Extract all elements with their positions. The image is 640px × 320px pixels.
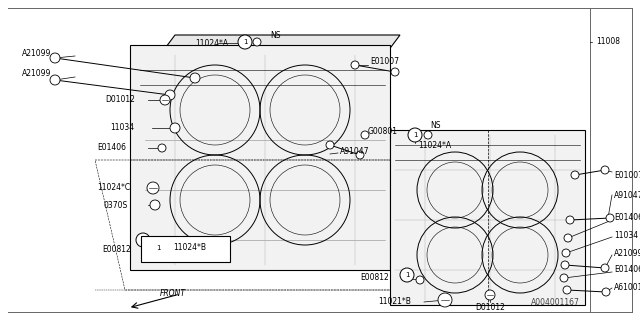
- Text: 1: 1: [243, 39, 247, 45]
- Text: 11024*A: 11024*A: [418, 140, 451, 149]
- Circle shape: [158, 144, 166, 152]
- Polygon shape: [130, 45, 390, 270]
- Circle shape: [326, 141, 334, 149]
- Text: D01012: D01012: [105, 95, 135, 105]
- Circle shape: [136, 233, 150, 247]
- Circle shape: [356, 151, 364, 159]
- Text: NS: NS: [430, 121, 440, 130]
- Circle shape: [601, 264, 609, 272]
- Polygon shape: [145, 55, 385, 260]
- Circle shape: [400, 268, 414, 282]
- Text: 11024*A: 11024*A: [195, 38, 228, 47]
- Text: 11008: 11008: [596, 37, 620, 46]
- Circle shape: [566, 216, 574, 224]
- Circle shape: [563, 286, 571, 294]
- Circle shape: [606, 214, 614, 222]
- Circle shape: [601, 166, 609, 174]
- Text: 11024*C: 11024*C: [97, 183, 130, 193]
- Text: A21099: A21099: [614, 249, 640, 258]
- Circle shape: [361, 131, 369, 139]
- FancyBboxPatch shape: [141, 236, 230, 262]
- Circle shape: [562, 249, 570, 257]
- Text: E01406: E01406: [614, 213, 640, 222]
- Text: E01406: E01406: [97, 142, 126, 151]
- Text: 11024*B: 11024*B: [173, 244, 206, 252]
- Circle shape: [153, 246, 161, 254]
- Text: D01012: D01012: [475, 302, 505, 311]
- Text: E00812: E00812: [360, 274, 388, 283]
- Polygon shape: [160, 35, 400, 55]
- Text: A91047: A91047: [340, 148, 369, 156]
- Circle shape: [416, 276, 424, 284]
- Text: A004001167: A004001167: [531, 298, 580, 307]
- Circle shape: [408, 128, 422, 142]
- Circle shape: [485, 290, 495, 300]
- Circle shape: [190, 73, 200, 83]
- Text: 11034: 11034: [614, 230, 638, 239]
- Circle shape: [50, 75, 60, 85]
- Circle shape: [391, 68, 399, 76]
- Circle shape: [564, 234, 572, 242]
- Text: 11021*B: 11021*B: [378, 298, 411, 307]
- Polygon shape: [390, 130, 585, 305]
- Circle shape: [160, 95, 170, 105]
- Circle shape: [151, 241, 165, 255]
- Text: E00812: E00812: [102, 245, 131, 254]
- Circle shape: [351, 61, 359, 69]
- Circle shape: [147, 182, 159, 194]
- Text: A21099: A21099: [22, 49, 51, 58]
- Circle shape: [571, 171, 579, 179]
- Text: 11034: 11034: [110, 123, 134, 132]
- Circle shape: [560, 274, 568, 282]
- Circle shape: [150, 200, 160, 210]
- Text: 1: 1: [141, 237, 145, 243]
- Circle shape: [253, 38, 261, 46]
- Circle shape: [561, 261, 569, 269]
- Circle shape: [238, 35, 252, 49]
- Circle shape: [50, 53, 60, 63]
- Text: 0370S: 0370S: [103, 201, 127, 210]
- Text: 1: 1: [156, 245, 160, 251]
- Text: 1: 1: [413, 132, 417, 138]
- Text: 1: 1: [404, 272, 409, 278]
- Circle shape: [602, 288, 610, 296]
- Circle shape: [438, 293, 452, 307]
- Text: E01007: E01007: [370, 58, 399, 67]
- Text: A21099: A21099: [22, 69, 51, 78]
- Text: A91047: A91047: [614, 190, 640, 199]
- Text: A61001: A61001: [614, 283, 640, 292]
- Text: G00801: G00801: [368, 127, 398, 137]
- Circle shape: [170, 123, 180, 133]
- Text: NS: NS: [270, 31, 280, 41]
- Text: FRONT: FRONT: [160, 290, 186, 299]
- Circle shape: [424, 131, 432, 139]
- Text: E01007: E01007: [614, 171, 640, 180]
- Circle shape: [165, 90, 175, 100]
- Text: E01406: E01406: [614, 266, 640, 275]
